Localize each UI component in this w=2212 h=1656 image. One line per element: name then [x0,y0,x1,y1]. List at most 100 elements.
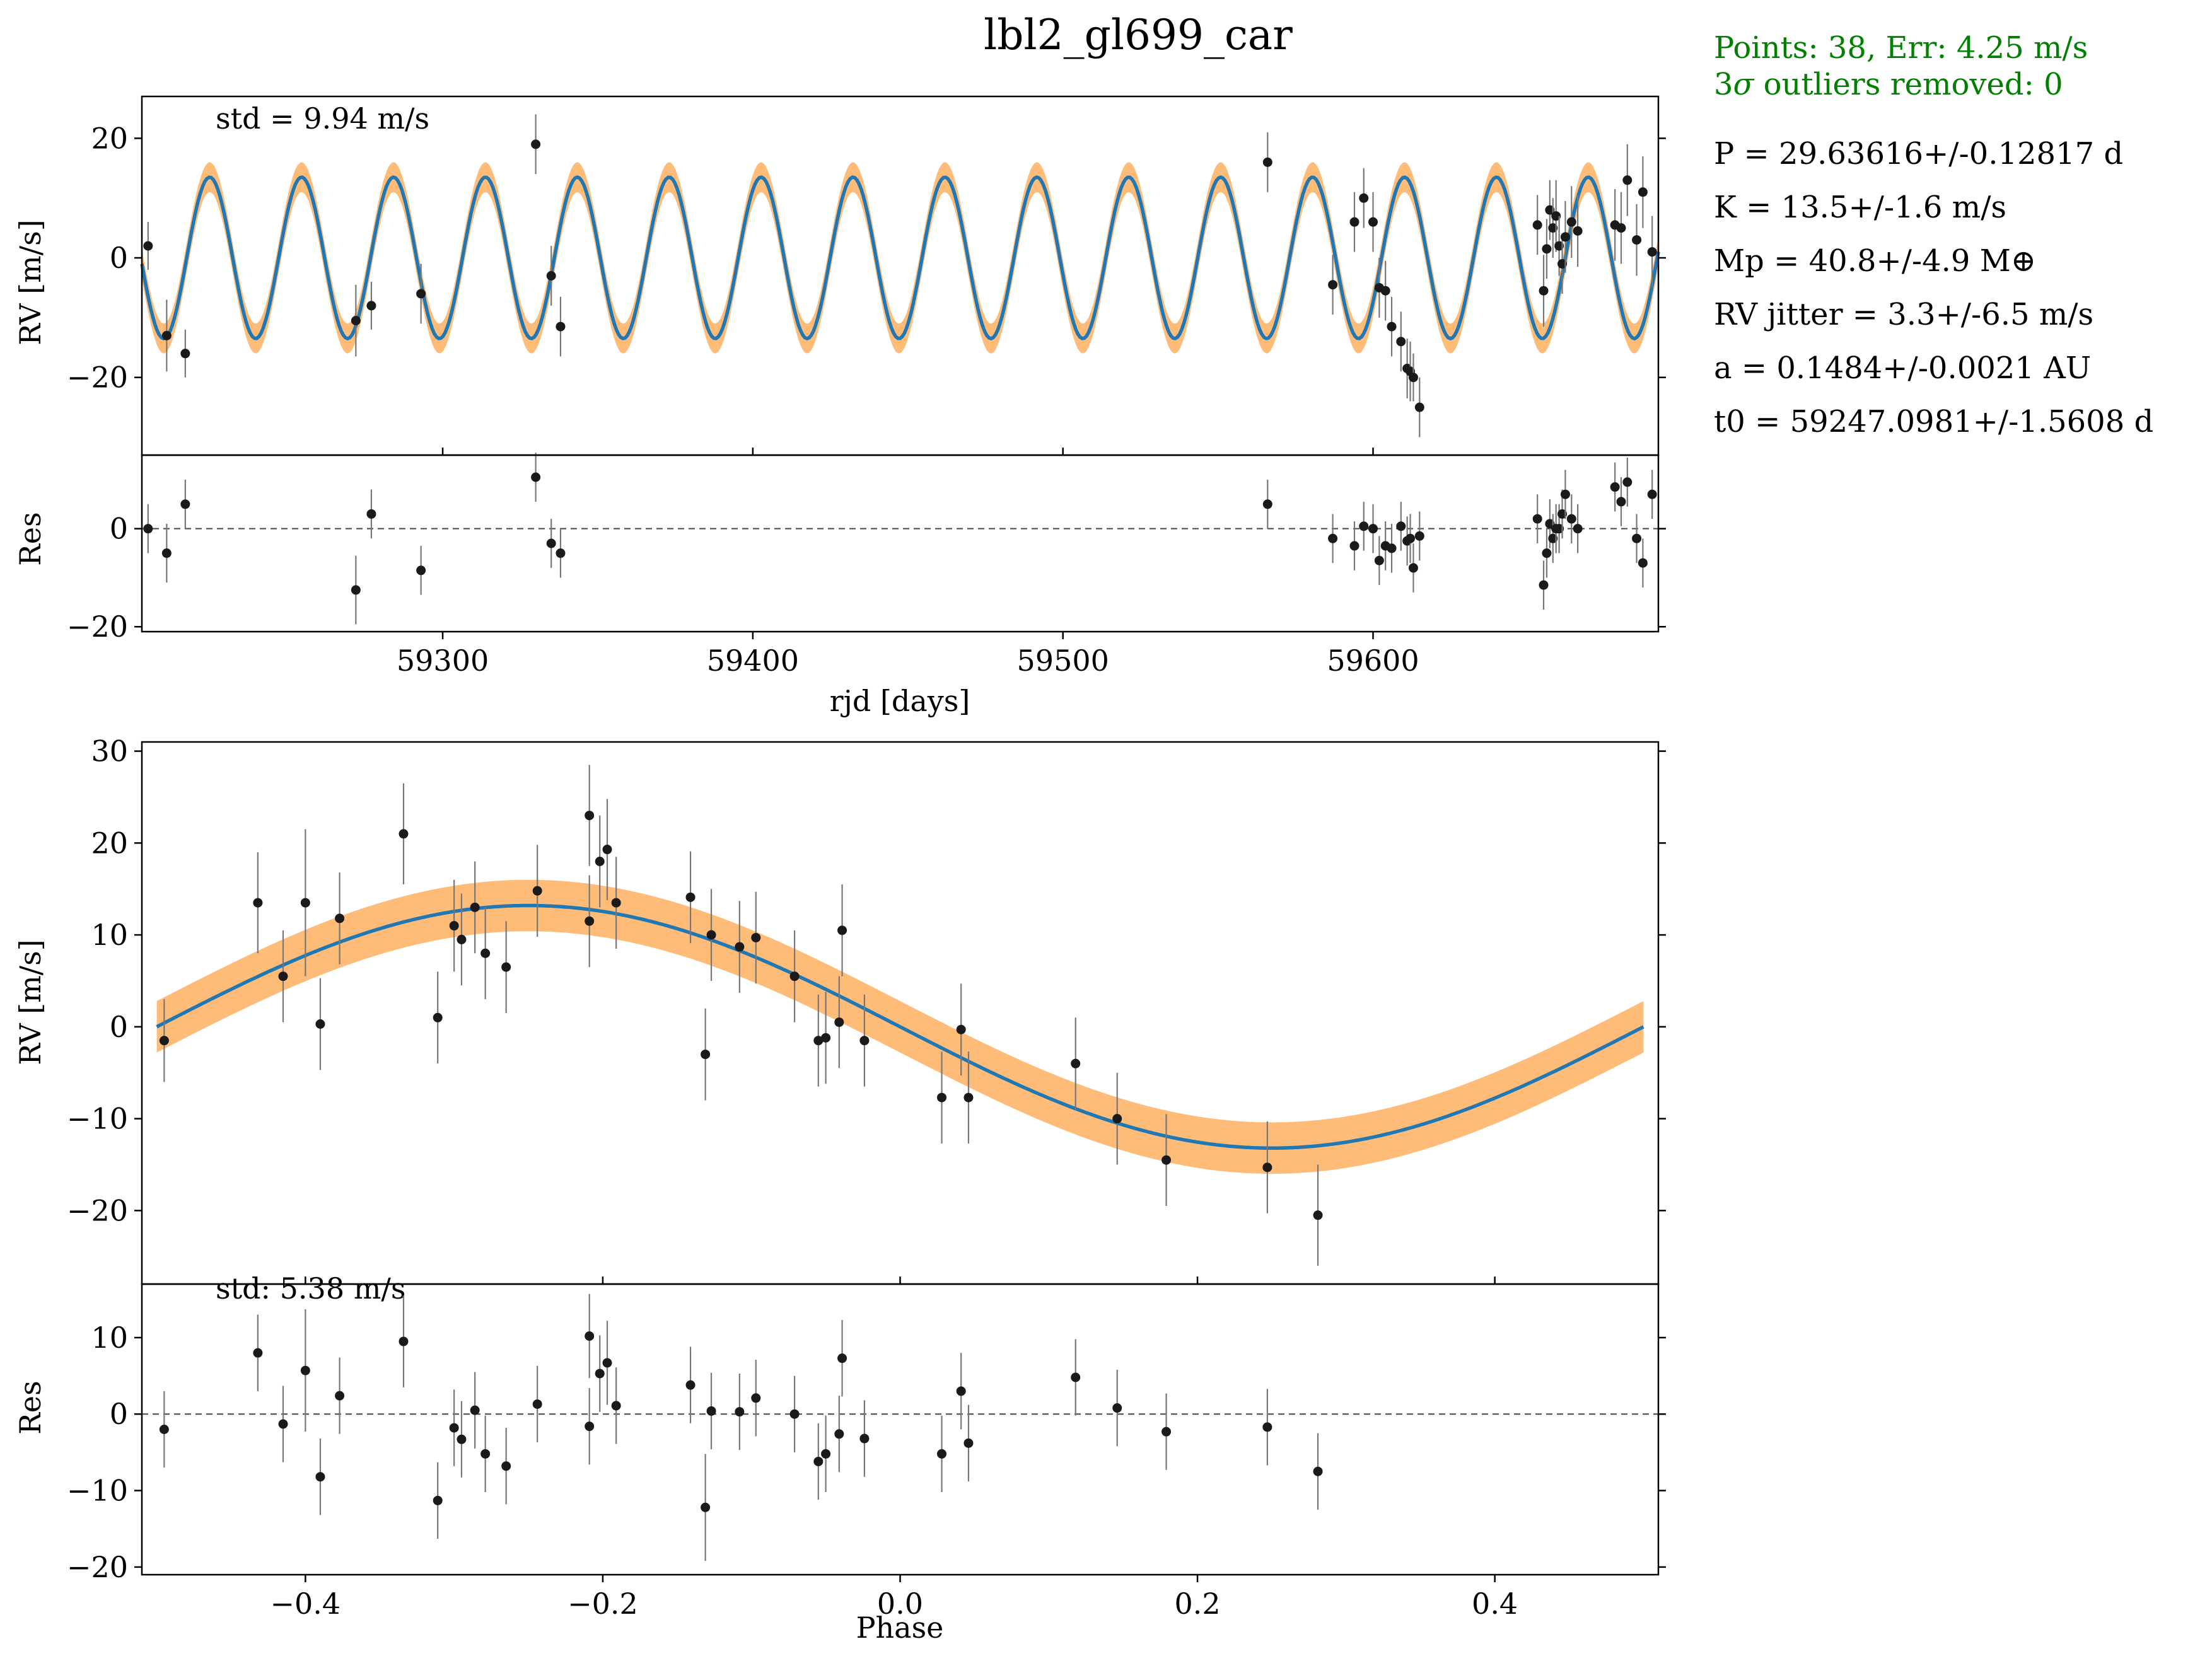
data-point [1548,533,1558,543]
data-point [1408,563,1418,573]
data-point [956,1386,966,1396]
data-point [1374,555,1384,565]
y-tick-label: −20 [67,361,128,395]
data-point [501,1461,511,1471]
keplerian-model-curve [156,903,1644,1150]
data-point [611,1401,621,1411]
phase-folded-panel: RV [m/s] −20 −10 0 10 20 30 [13,734,1666,1285]
data-point [161,330,172,340]
data-point [1161,1427,1172,1437]
data-point [1545,205,1555,215]
data-point [595,1369,605,1379]
y-tick-label: −20 [67,610,128,644]
data-point [585,1421,595,1432]
rv-time-residual-ylabel: Res [13,512,47,565]
data-point [956,1024,966,1034]
data-point [470,1405,480,1415]
phase-xlabel: Phase [856,1611,944,1645]
data-point [706,930,716,940]
data-point [1396,337,1406,347]
data-point [1262,499,1272,509]
data-point [1262,1162,1272,1173]
data-point [1532,220,1542,230]
data-point [1112,1403,1122,1413]
y-tick-label: 0 [110,1010,128,1044]
data-point [1349,541,1359,551]
phase-std-annotation: std: 5.38 m/s [216,1271,405,1306]
phase-folded-ylabel: RV [m/s] [13,939,47,1065]
y-tick-label: 0 [110,512,128,546]
data-point [1632,533,1642,543]
data-point [585,916,595,926]
data-point [735,1407,745,1417]
data-point [1408,373,1418,383]
x-tick-label: 59500 [1017,644,1109,678]
data-point [1566,514,1576,524]
data-point [1548,223,1558,233]
data-point [585,1331,595,1341]
data-point [1632,235,1642,245]
data-point [143,524,153,534]
y-tick-label: −10 [67,1102,128,1136]
x-tick-label: 59300 [397,644,489,678]
data-point [602,845,612,855]
sigma-symbol: σ [1733,67,1755,102]
info-outliers-line: 3σ outliers removed: 0 [1714,67,2063,102]
y-tick-label: 30 [91,734,128,768]
data-point [531,472,541,482]
data-point [366,509,376,519]
data-point [789,971,800,981]
data-point [180,349,190,359]
data-point [595,856,605,866]
param-semimajor-axis: a = 0.1484+/-0.0021 AU [1714,350,2091,386]
rv-time-residual-panel: Res rjd [days] −20 0 59300 59400 59500 59600 [13,453,1666,718]
data-point [1262,1422,1272,1432]
data-point [602,1358,612,1368]
data-point [1551,211,1561,221]
rv-time-xlabel: rjd [days] [830,684,970,718]
info-outliers-prefix: 3 [1714,67,1733,102]
data-point [315,1472,325,1482]
data-point [143,241,153,251]
data-point [470,902,480,912]
data-point [859,1433,870,1444]
data-point [751,1393,761,1403]
data-point [1414,531,1424,541]
data-point [1406,533,1416,543]
data-point [1616,497,1626,507]
data-point [180,499,190,509]
data-point [937,1092,947,1103]
data-point [351,585,361,595]
data-point [1557,509,1568,519]
data-point [300,898,310,908]
data-point [532,1399,542,1409]
data-point [751,932,761,942]
data-point [1532,514,1542,524]
x-tick-label: −0.2 [568,1587,638,1621]
data-point [1616,223,1626,233]
data-point [300,1365,310,1375]
data-point [1359,521,1369,531]
data-point [1542,244,1552,254]
y-tick-label: 20 [91,121,128,155]
data-point [532,886,542,896]
param-period: P = 29.63616+/-0.12817 d [1714,136,2123,171]
rv-time-std-annotation: std = 9.94 m/s [216,101,429,136]
data-point [556,321,566,332]
y-tick-label: 0 [110,241,128,275]
data-point [821,1033,831,1043]
data-point [366,301,376,311]
x-tick-label: 59400 [707,644,799,678]
data-point [457,1434,467,1444]
data-point [1313,1210,1323,1220]
x-tick-label: 0.0 [877,1587,923,1621]
data-point [335,913,345,924]
data-point [1566,217,1576,227]
y-tick-label: −10 [67,1474,128,1508]
data-point [706,1406,716,1416]
data-point [416,565,426,576]
data-point [1414,402,1424,412]
data-point [399,1336,409,1346]
data-point [501,962,511,972]
